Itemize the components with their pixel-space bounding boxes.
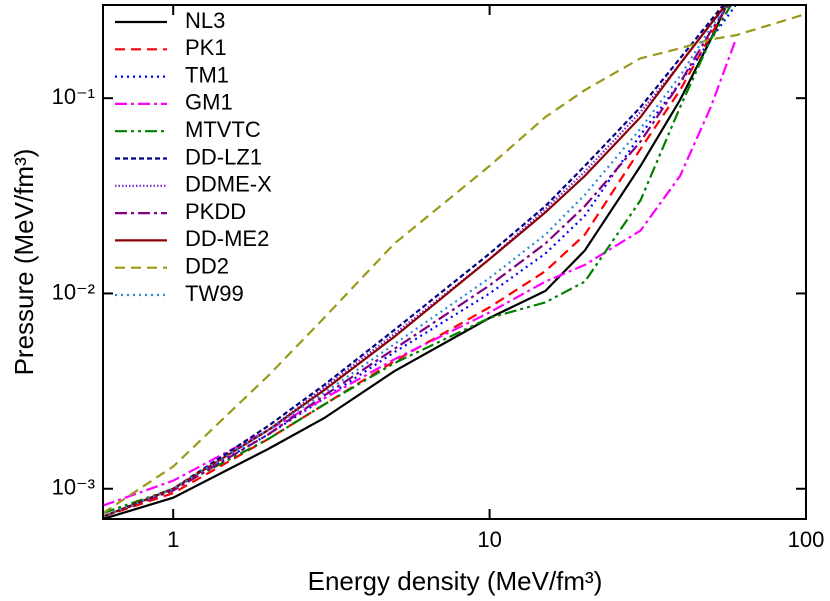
plot-frame — [102, 4, 807, 520]
y-tick-label: 10⁻¹ — [52, 84, 95, 109]
legend-label: TW99 — [185, 281, 244, 306]
plot-area — [103, 5, 806, 519]
legend-label: PKDD — [185, 199, 246, 224]
legend-label: TM1 — [185, 62, 229, 87]
legend-label: NL3 — [185, 8, 225, 33]
series-line — [103, 5, 737, 518]
series-line — [103, 5, 729, 518]
y-tick-label: 10⁻³ — [52, 475, 95, 500]
x-tick-label: 100 — [788, 527, 825, 552]
series-line — [103, 5, 730, 518]
series-line — [103, 12, 806, 515]
series-line — [103, 5, 730, 518]
series-line — [103, 5, 725, 518]
legend-label: MTVTC — [185, 117, 261, 142]
series-line — [103, 5, 728, 519]
legend-label: GM1 — [185, 90, 233, 115]
series-line — [103, 39, 737, 507]
legend-label: DDME-X — [185, 172, 272, 197]
legend-label: DD2 — [185, 254, 229, 279]
legend-label: PK1 — [185, 35, 227, 60]
y-tick-label: 10⁻² — [52, 279, 95, 304]
legend-label: DD-ME2 — [185, 226, 269, 251]
legend-label: DD-LZ1 — [185, 144, 262, 169]
y-axis-label: Pressure (MeV/fm³) — [9, 149, 39, 376]
x-tick-label: 1 — [167, 527, 179, 552]
x-axis-label: Energy density (MeV/fm³) — [308, 566, 603, 596]
x-tick-label: 10 — [477, 527, 501, 552]
